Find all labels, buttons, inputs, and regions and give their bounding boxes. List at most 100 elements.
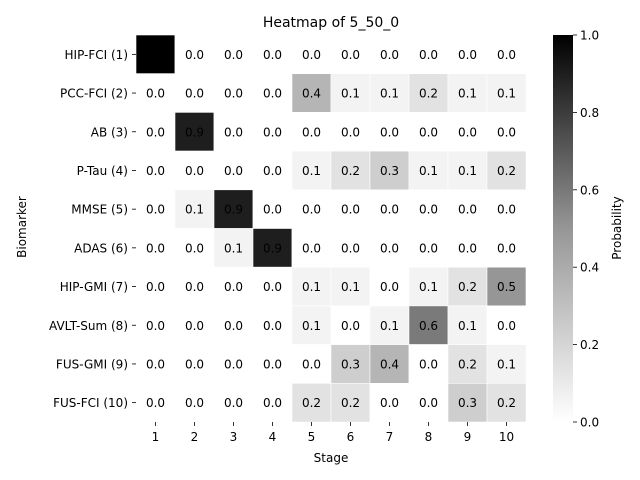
cell-value-label: 0.0 <box>419 203 438 217</box>
y-tick-label: MMSE (5) <box>71 203 128 217</box>
cell-value-label: 0.0 <box>380 125 399 139</box>
y-tick-label: PCC-FCI (2) <box>60 87 128 101</box>
heatmap-cell <box>291 112 332 152</box>
cell-value-label: 0.0 <box>341 48 360 62</box>
heatmap-cell <box>330 228 371 268</box>
cell-value-label: 0.0 <box>419 125 438 139</box>
heatmap-cell <box>213 305 254 345</box>
heatmap-cell <box>213 228 254 268</box>
cell-value-label: 0.1 <box>458 319 477 333</box>
heatmap-cell <box>252 344 293 384</box>
cell-value-label: 0.0 <box>497 241 516 255</box>
y-tick-label: AVLT-Sum (8) <box>49 319 128 333</box>
cell-value-label: 0.0 <box>263 164 282 178</box>
heatmap-cell <box>408 266 449 307</box>
cell-value-label: 0.1 <box>419 280 438 294</box>
cell-value-label: 0.1 <box>224 241 243 255</box>
cell-value-label: 0.1 <box>302 164 321 178</box>
heatmap-cell <box>486 344 527 384</box>
heatmap-cell <box>447 112 488 152</box>
heatmap-cell <box>486 112 527 152</box>
colorbar-label: Probability <box>610 196 624 259</box>
x-tick-label: 1 <box>152 430 160 444</box>
heatmap-cell <box>252 228 293 268</box>
heatmap-cell <box>291 228 332 268</box>
cell-value-label: 0.0 <box>341 241 360 255</box>
cell-value-label: 1.0 <box>146 48 165 62</box>
cell-value-label: 0.3 <box>458 396 477 410</box>
cell-value-label: 0.0 <box>224 396 243 410</box>
cell-value-label: 0.0 <box>380 48 399 62</box>
cell-value-label: 0.0 <box>497 125 516 139</box>
cell-value-label: 0.0 <box>458 203 477 217</box>
cell-value-label: 0.0 <box>341 319 360 333</box>
heatmap-cell <box>252 34 293 75</box>
heatmap-cell <box>174 382 215 423</box>
cell-value-label: 0.2 <box>458 357 477 371</box>
heatmap-cell <box>174 305 215 345</box>
heatmap-cell <box>447 228 488 268</box>
y-tick-label: HIP-FCI (1) <box>65 48 129 62</box>
heatmap-cell <box>369 150 410 191</box>
cell-value-label: 0.0 <box>419 48 438 62</box>
y-tick-label: ADAS (6) <box>74 241 128 255</box>
heatmap-cell <box>447 344 488 384</box>
cell-value-label: 0.0 <box>263 396 282 410</box>
heatmap-cell <box>135 266 176 307</box>
heatmap-cell <box>447 150 488 191</box>
cell-value-label: 0.0 <box>185 87 204 101</box>
heatmap-cell <box>330 150 371 191</box>
heatmap-cell <box>447 305 488 345</box>
cell-value-label: 0.9 <box>185 125 204 139</box>
x-tick-label: 9 <box>464 430 472 444</box>
heatmap-cell <box>174 73 215 113</box>
heatmap-cell <box>213 112 254 152</box>
colorbar-gradient <box>553 35 573 422</box>
x-tick-label: 8 <box>425 430 433 444</box>
cell-value-label: 0.1 <box>341 87 360 101</box>
heatmap-cell <box>291 189 332 229</box>
x-tick-label: 6 <box>347 430 355 444</box>
cell-value-label: 0.0 <box>302 203 321 217</box>
cell-value-label: 0.1 <box>185 203 204 217</box>
colorbar-tick-label: 0.2 <box>580 338 599 352</box>
cell-value-label: 0.0 <box>263 357 282 371</box>
x-tick-label: 7 <box>386 430 394 444</box>
chart-title: Heatmap of 5_50_0 <box>263 15 399 31</box>
cell-value-label: 0.0 <box>146 125 165 139</box>
cell-value-label: 0.2 <box>497 396 516 410</box>
colorbar-ticks: 0.0 0.2 0.4 0.6 0.8 1.0 <box>573 29 599 430</box>
heatmap-cell <box>213 189 254 229</box>
heatmap-cell <box>408 112 449 152</box>
heatmap-cell <box>330 34 371 75</box>
heatmap-cell <box>252 73 293 113</box>
cell-value-label: 0.5 <box>497 280 516 294</box>
heatmap-cell <box>486 305 527 345</box>
x-tick-label: 4 <box>269 430 277 444</box>
cell-value-label: 0.0 <box>302 125 321 139</box>
colorbar-tick-label: 1.0 <box>580 29 599 43</box>
cell-value-label: 0.0 <box>263 48 282 62</box>
heatmap-cell <box>369 73 410 113</box>
heatmap-cell <box>291 344 332 384</box>
cell-value-label: 0.1 <box>458 87 477 101</box>
heatmap-cell <box>135 150 176 191</box>
cell-value-label: 0.0 <box>146 280 165 294</box>
heatmap-cell <box>486 150 527 191</box>
cell-value-label: 0.4 <box>302 87 321 101</box>
cell-value-label: 0.0 <box>146 164 165 178</box>
colorbar-tick-label: 0.4 <box>580 261 599 275</box>
heatmap-cell <box>174 189 215 229</box>
heatmap-cell <box>408 344 449 384</box>
y-tick-label: FUS-FCI (10) <box>53 396 128 410</box>
y-tick-label: AB (3) <box>91 125 128 139</box>
cell-value-label: 0.0 <box>146 396 165 410</box>
cell-value-label: 0.1 <box>380 87 399 101</box>
colorbar-tick-label: 0.0 <box>580 416 599 430</box>
heatmap-cell <box>252 305 293 345</box>
cell-value-label: 0.0 <box>302 48 321 62</box>
cell-value-label: 0.0 <box>263 319 282 333</box>
heatmap-cell <box>408 73 449 113</box>
heatmap-cell <box>252 382 293 423</box>
cell-value-label: 0.0 <box>380 241 399 255</box>
